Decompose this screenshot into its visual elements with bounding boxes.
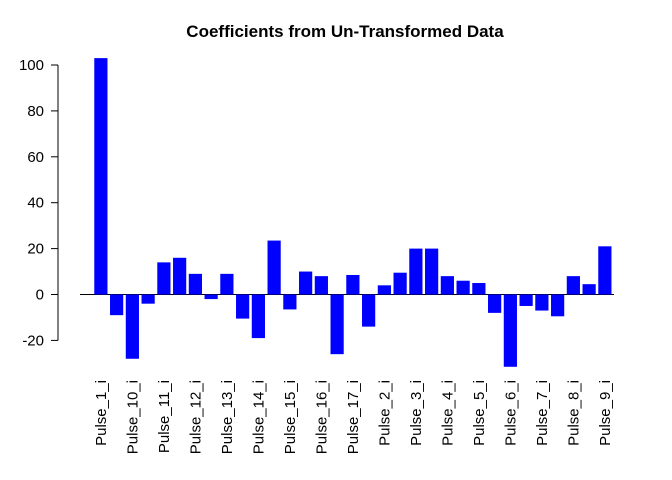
x-tick-label: Pulse_13_i (219, 380, 236, 454)
bar (393, 272, 407, 295)
x-tick-label: Pulse_7_i (534, 380, 551, 446)
bar (173, 257, 187, 295)
y-tick-label: 80 (27, 103, 44, 120)
x-tick-label: Pulse_10_i (124, 380, 141, 454)
y-tick-label: 100 (19, 57, 44, 74)
y-axis: -20 0 20 40 60 80 100 (19, 57, 59, 349)
bar (299, 271, 313, 295)
x-tick-label: Pulse_15_i (282, 380, 299, 454)
x-tick-label: Pulse_11_i (156, 380, 173, 453)
y-tick-label: -20 (22, 332, 44, 349)
bar (125, 294, 139, 359)
bar (236, 294, 250, 319)
bar (314, 276, 328, 295)
y-tick-label: 40 (27, 195, 44, 212)
x-tick-label: Pulse_2_i (376, 380, 393, 446)
x-tick-label: Pulse_3_i (408, 380, 425, 446)
y-tick-label: 0 (36, 287, 44, 304)
x-axis-labels: Pulse_1_i Pulse_10_i Pulse_11_i Pulse_12_i P… (93, 380, 614, 454)
x-tick-label: Pulse_16_i (313, 380, 330, 454)
bar (141, 294, 155, 304)
bar (110, 294, 124, 316)
x-tick-label: Pulse_17_i (345, 380, 362, 454)
bar (456, 280, 470, 295)
bar (409, 248, 423, 295)
bar (251, 294, 265, 339)
x-tick-label: Pulse_12_i (187, 380, 204, 454)
bar (598, 246, 612, 295)
x-tick-label: Pulse_14_i (250, 380, 267, 454)
x-tick-label: Pulse_4_i (439, 380, 456, 446)
bar-series (94, 58, 612, 367)
x-tick-label: Pulse_5_i (471, 380, 488, 446)
bar (283, 294, 297, 310)
bar (519, 294, 533, 306)
bar (377, 285, 391, 295)
bar (440, 276, 454, 295)
bar (582, 284, 596, 295)
x-tick-label: Pulse_8_i (565, 380, 582, 446)
y-tick-label: 20 (27, 241, 44, 258)
bar (330, 294, 344, 355)
bar (220, 273, 234, 295)
bar (566, 276, 580, 295)
bar (362, 294, 376, 327)
bar (472, 283, 486, 295)
bar (204, 294, 218, 300)
bar (157, 262, 171, 295)
bar (94, 58, 108, 295)
bar (551, 294, 565, 317)
x-tick-label: Pulse_9_i (597, 380, 614, 446)
bar (503, 294, 517, 367)
bar (346, 274, 360, 295)
bar (535, 294, 549, 311)
bar (488, 294, 502, 313)
y-tick-label: 60 (27, 149, 44, 166)
bar (267, 240, 281, 295)
bar (425, 248, 439, 295)
bar (188, 273, 202, 295)
chart-title: Coefficients from Un-Transformed Data (186, 22, 504, 41)
x-tick-label: Pulse_6_i (502, 380, 519, 446)
x-tick-label: Pulse_1_i (93, 380, 110, 446)
